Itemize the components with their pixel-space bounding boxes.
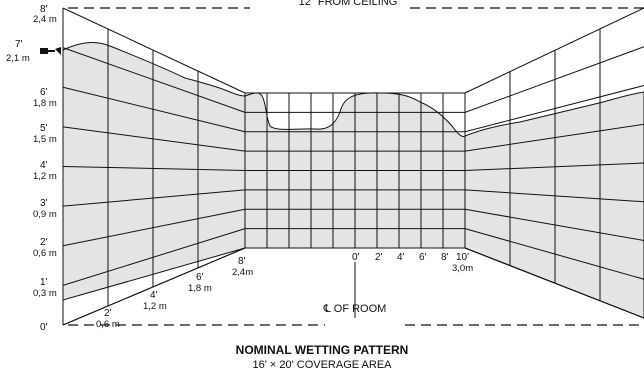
depth-label-2ft-m: 0,6 m xyxy=(96,319,120,330)
height-label-2ft: 2' xyxy=(40,237,48,248)
back-wall-labels: 0' 2' 4' 6' 8' 10' 3,0m xyxy=(352,252,473,274)
width-label-0: 0' xyxy=(352,252,360,263)
sprinkler-head-icon xyxy=(40,47,61,55)
left-grid-hline xyxy=(62,86,246,133)
left-grid-hline xyxy=(62,47,246,113)
ceiling-note: 12" FROM CEILING xyxy=(299,0,398,8)
depth-label-8ft-m: 2,4m xyxy=(232,267,253,278)
height-label-3ft: 3' xyxy=(40,198,48,209)
height-label-2ft-m: 0,6 m xyxy=(33,248,57,259)
left-height-labels: 8' 2,4 m 7' 2,1 m 6' 1,8 m 5' 1,5 m 4' 1… xyxy=(6,4,57,333)
depth-label-6ft: 6' xyxy=(196,272,204,283)
height-label-8ft: 8' xyxy=(40,4,48,15)
height-label-7ft-m: 2,1 m xyxy=(6,53,30,64)
floor-depth-labels: 2' 0,6 m 4' 1,2 m 6' 1,8 m 8' 2,4m xyxy=(96,256,253,330)
height-label-5ft-m: 1,5 m xyxy=(33,134,57,145)
width-label-metric: 3,0m xyxy=(452,263,473,274)
floor-lines xyxy=(62,247,644,326)
height-label-6ft-m: 1,8 m xyxy=(33,98,57,109)
width-label-2: 2' xyxy=(375,252,383,263)
left-grid-hline xyxy=(62,228,246,286)
height-label-1ft-m: 0,3 m xyxy=(33,288,57,299)
depth-label-8ft: 8' xyxy=(238,256,246,267)
width-label-10: 10' xyxy=(456,252,469,263)
floor-edge-right xyxy=(464,247,644,319)
width-label-6: 6' xyxy=(419,252,427,263)
height-label-1ft: 1' xyxy=(40,277,48,288)
back-wall-grid xyxy=(244,92,466,249)
height-label-5ft: 5' xyxy=(40,123,48,134)
depth-label-4ft: 4' xyxy=(150,290,158,301)
height-label-4ft-m: 1,2 m xyxy=(33,171,57,182)
height-label-8ft-m: 2,4 m xyxy=(33,14,57,25)
left-grid-hline xyxy=(62,166,246,171)
centerline-label: ℄ OF ROOM xyxy=(323,303,387,315)
height-label-4ft: 4' xyxy=(40,160,48,171)
height-label-7ft: 7' xyxy=(15,39,23,50)
left-grid-hline xyxy=(62,189,246,207)
depth-label-4ft-m: 1,2 m xyxy=(143,301,167,312)
caption-title: NOMINAL WETTING PATTERN xyxy=(236,343,409,357)
left-grid-hline xyxy=(62,7,246,94)
depth-label-6ft-m: 1,8 m xyxy=(188,283,212,294)
height-label-6ft: 6' xyxy=(40,87,48,98)
width-label-4: 4' xyxy=(397,252,405,263)
depth-label-2ft: 2' xyxy=(104,308,112,319)
left-wall-wetted-area xyxy=(62,42,246,301)
width-label-8: 8' xyxy=(441,252,449,263)
left-grid-hline xyxy=(62,126,246,152)
caption-subtitle: 16' × 20' COVERAGE AREA xyxy=(252,359,392,371)
floor-edge-left xyxy=(62,247,246,326)
left-grid-hline xyxy=(62,208,246,247)
height-label-3ft-m: 0,9 m xyxy=(33,209,57,220)
height-label-0ft: 0' xyxy=(40,322,48,333)
